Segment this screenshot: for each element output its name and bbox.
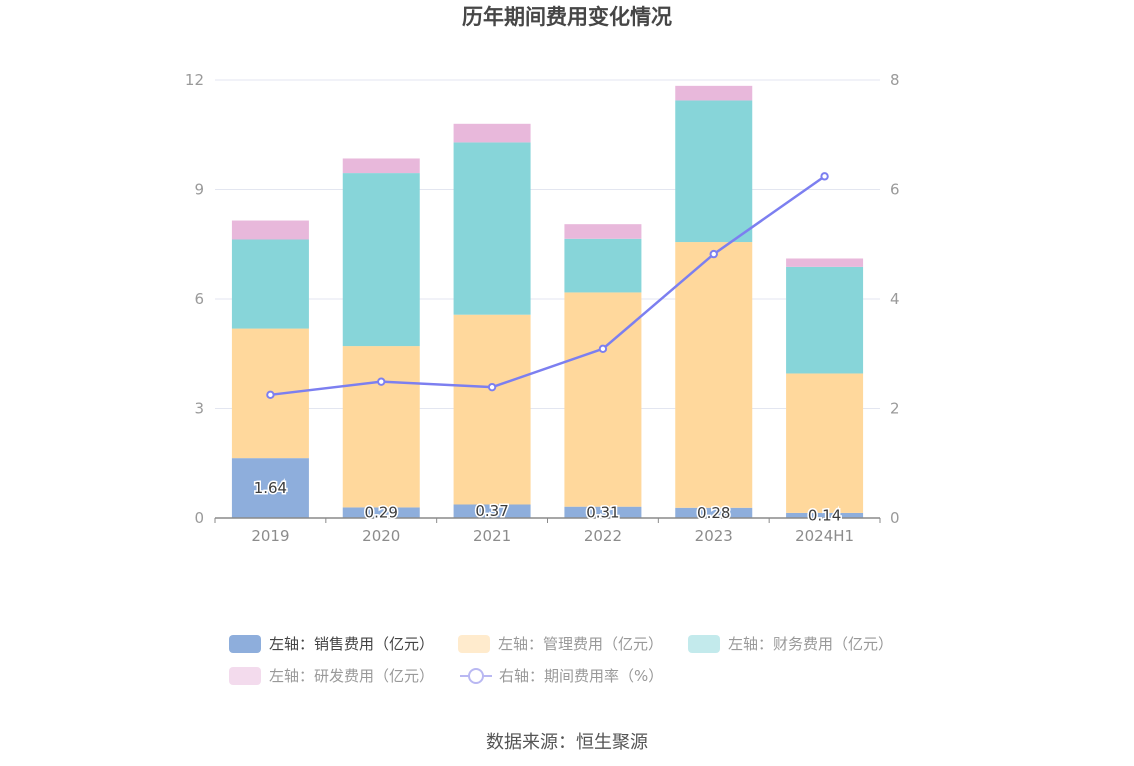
left-tick-label: 9 bbox=[194, 181, 204, 199]
legend-label: 左轴：管理费用（亿元） bbox=[498, 635, 663, 653]
data-label: 0.29 bbox=[365, 504, 398, 522]
legend-label: 左轴：财务费用（亿元） bbox=[728, 635, 893, 653]
bar-segment bbox=[231, 239, 309, 329]
bar-segment bbox=[564, 238, 642, 293]
rate-point bbox=[709, 249, 718, 259]
rate-point bbox=[598, 344, 608, 354]
legend-item: 左轴：研发费用（亿元） bbox=[229, 667, 434, 685]
bar-segment bbox=[453, 314, 531, 505]
bar-segment bbox=[786, 258, 864, 267]
legend-swatch bbox=[688, 635, 720, 653]
left-tick-label: 12 bbox=[185, 71, 204, 89]
bar-segment bbox=[342, 346, 420, 508]
data-labels: 1.64 0.29 0.37 0.31 0.28 0.14 bbox=[252, 478, 843, 526]
legend-swatch bbox=[229, 635, 261, 653]
left-tick-label: 6 bbox=[194, 290, 204, 308]
legend-item: 右轴：期间费用率（%） bbox=[460, 667, 663, 685]
left-tick-label: 3 bbox=[194, 400, 204, 418]
bar-segment bbox=[675, 85, 753, 101]
bar-segment bbox=[564, 506, 642, 518]
right-tick-label: 2 bbox=[890, 400, 900, 418]
right-tick-label: 0 bbox=[890, 509, 900, 527]
bars-group bbox=[231, 85, 864, 518]
data-label: 1.64 bbox=[254, 479, 287, 497]
bar-segment bbox=[564, 224, 642, 239]
bar-segment bbox=[342, 173, 420, 347]
bar-segment bbox=[675, 100, 753, 243]
x-tick-label: 2022 bbox=[584, 527, 622, 545]
right-axis: 0 2 4 6 8 bbox=[890, 71, 900, 527]
bar-segment bbox=[342, 158, 420, 174]
bar-segment bbox=[786, 266, 864, 374]
chart-title: 历年期间费用变化情况 bbox=[462, 5, 672, 29]
x-tick-label: 2023 bbox=[695, 527, 733, 545]
right-tick-label: 6 bbox=[890, 181, 900, 199]
rate-line bbox=[270, 175, 826, 397]
legend-item: 左轴：销售费用（亿元） bbox=[229, 635, 434, 653]
x-tick-label: 2019 bbox=[251, 527, 289, 545]
x-tick-label: 2021 bbox=[473, 527, 511, 545]
bar-segment bbox=[453, 504, 531, 518]
bar-segment bbox=[453, 142, 531, 315]
legend-label: 右轴：期间费用率（%） bbox=[499, 667, 663, 685]
bar-segment bbox=[786, 373, 864, 513]
rate-point bbox=[820, 172, 829, 181]
bar-segment bbox=[786, 512, 864, 518]
bar-segment bbox=[342, 507, 420, 518]
data-label: 0.14 bbox=[808, 506, 841, 524]
legend-label: 左轴：研发费用（亿元） bbox=[269, 667, 434, 685]
data-label: 0.31 bbox=[586, 503, 619, 521]
legend-item: 左轴：财务费用（亿元） bbox=[688, 635, 893, 653]
data-label: 0.28 bbox=[697, 504, 730, 522]
legend-swatch bbox=[229, 667, 261, 685]
x-tick-label: 2020 bbox=[362, 527, 400, 545]
right-tick-label: 4 bbox=[890, 290, 900, 308]
rate-point bbox=[487, 382, 497, 392]
rate-point bbox=[377, 377, 386, 386]
x-tick-label: 2024H1 bbox=[795, 527, 854, 545]
x-axis: 2019 2020 2021 2022 2023 2024H1 bbox=[214, 517, 881, 545]
left-axis: 0 3 6 9 12 bbox=[185, 71, 204, 527]
rate-line-group bbox=[266, 172, 829, 400]
rate-point bbox=[266, 390, 275, 400]
source-text: 数据来源：恒生聚源 bbox=[486, 732, 648, 753]
legend-item: 左轴：管理费用（亿元） bbox=[458, 635, 663, 653]
bar-segment bbox=[231, 220, 309, 240]
bar-segment bbox=[453, 123, 531, 143]
legend: 左轴：销售费用（亿元） 左轴：管理费用（亿元） 左轴：财务费用（亿元） 左轴：研发费用… bbox=[229, 635, 893, 685]
legend-swatch-marker bbox=[468, 668, 484, 684]
left-tick-label: 0 bbox=[194, 509, 204, 527]
grid-lines bbox=[215, 79, 880, 409]
bar-segment bbox=[231, 458, 309, 518]
legend-swatch bbox=[458, 635, 490, 653]
bar-segment bbox=[675, 242, 753, 508]
legend-label: 左轴：销售费用（亿元） bbox=[269, 635, 434, 653]
data-label: 0.37 bbox=[475, 502, 508, 520]
right-tick-label: 8 bbox=[890, 71, 900, 89]
bar-segment bbox=[675, 507, 753, 518]
